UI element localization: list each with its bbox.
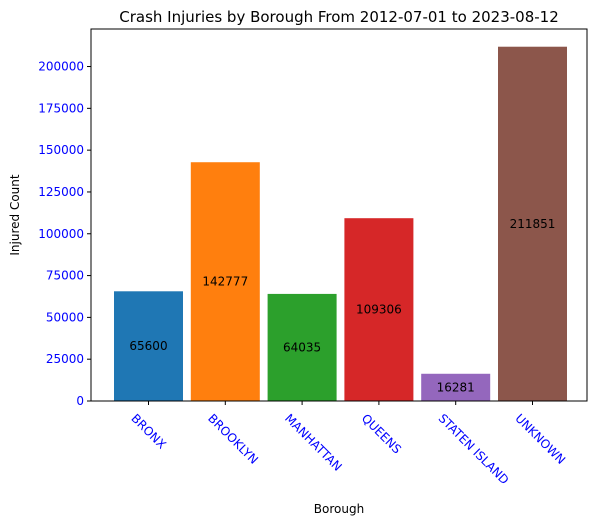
- x-tick-label: STATEN ISLAND: [436, 411, 512, 487]
- bar-value-label: 109306: [356, 303, 402, 317]
- y-tick-label: 100000: [38, 227, 84, 241]
- x-tick-label: BRONX: [128, 411, 168, 451]
- y-tick-label: 50000: [46, 310, 84, 324]
- y-tick-label: 200000: [38, 60, 84, 74]
- bar-value-label: 16281: [437, 380, 475, 394]
- bar-staten-island: [421, 373, 491, 401]
- bars: 65600 142777 64035 109306 16281 211851: [114, 46, 567, 401]
- bar-unknown: [498, 46, 567, 401]
- x-tick-label: BROOKLYN: [205, 411, 261, 467]
- x-axis-label: Borough: [314, 502, 364, 516]
- bar-value-label: 142777: [202, 275, 248, 289]
- y-tick-label: 0: [76, 394, 84, 408]
- chart-title: Crash Injuries by Borough From 2012-07-0…: [119, 8, 559, 26]
- y-tick-label: 175000: [38, 101, 84, 115]
- x-tick-label: UNKNOWN: [512, 411, 568, 467]
- y-axis-label: Injured Count: [8, 174, 22, 256]
- y-axis: 0 25000 50000 75000 100000 125000 150000 175000…: [38, 60, 91, 408]
- y-tick-label: 125000: [38, 185, 84, 199]
- x-axis: BRONX BROOKLYN MANHATTAN QUEENS STATEN ISLAN…: [128, 401, 568, 487]
- bar-manhattan: [267, 293, 337, 401]
- bar-brooklyn: [190, 162, 260, 401]
- y-tick-label: 75000: [46, 269, 84, 283]
- bar-value-label: 65600: [129, 339, 167, 353]
- plot-frame: [90, 28, 588, 402]
- bar-value-label: 64035: [283, 340, 321, 354]
- x-tick-label: QUEENS: [359, 411, 404, 456]
- x-tick-label: MANHATTAN: [282, 411, 345, 474]
- bar-value-label: 211851: [510, 217, 556, 231]
- y-tick-label: 25000: [46, 352, 84, 366]
- y-tick-label: 150000: [38, 143, 84, 157]
- bar-queens: [344, 218, 414, 401]
- bar-bronx: [114, 291, 183, 401]
